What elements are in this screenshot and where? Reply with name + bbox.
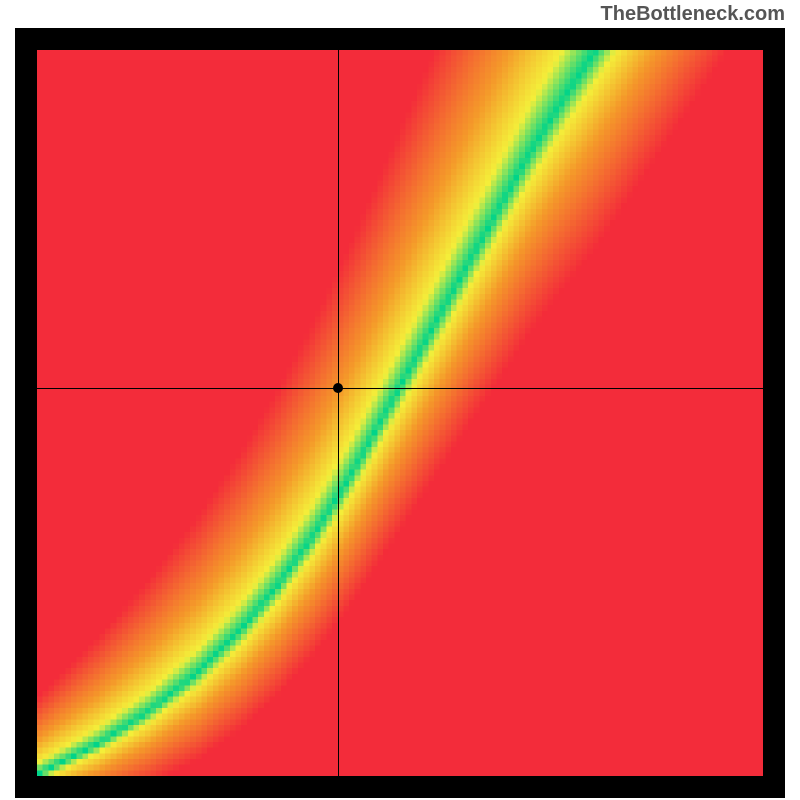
chart-plot-area xyxy=(37,50,763,776)
watermark-text: TheBottleneck.com xyxy=(601,3,785,26)
heatmap-canvas xyxy=(37,50,763,776)
chart-frame xyxy=(15,28,785,798)
chart-container: TheBottleneck.com xyxy=(0,0,800,800)
